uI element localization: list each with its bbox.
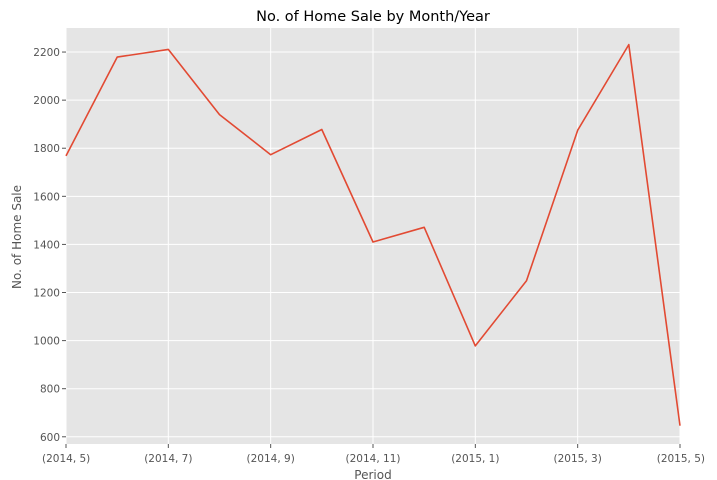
grid-lines — [65, 28, 681, 444]
x-tick-label: (2014, 5) — [42, 453, 90, 465]
x-tick-label: (2014, 7) — [144, 453, 192, 465]
y-tick-label: 1200 — [33, 288, 60, 300]
chart-title: No. of Home Sale by Month/Year — [256, 9, 490, 25]
x-tick-label: (2015, 5) — [657, 453, 705, 465]
series-layer — [65, 43, 681, 426]
y-tick-label: 800 — [40, 384, 60, 396]
y-tick-label: 1400 — [33, 239, 60, 251]
y-axis-label: No. of Home Sale — [10, 185, 24, 289]
y-tick-label: 2200 — [33, 47, 60, 59]
tick-labels: 600 800 1000 1200 1400 1600 1800 2000 2200 (2014,… — [33, 47, 705, 465]
x-tick-label: (2014, 9) — [247, 453, 295, 465]
y-tick-label: 2000 — [33, 95, 60, 107]
x-tick-label: (2015, 1) — [451, 453, 499, 465]
series-line — [65, 43, 681, 426]
x-axis-label: Period — [354, 468, 391, 480]
x-tick-label: (2015, 3) — [554, 453, 602, 465]
x-tick-label: (2014, 11) — [346, 453, 401, 465]
y-tick-label: 1800 — [33, 143, 60, 155]
y-tick-label: 600 — [40, 432, 60, 444]
y-tick-label: 1000 — [33, 336, 60, 348]
y-tick-label: 1600 — [33, 191, 60, 203]
